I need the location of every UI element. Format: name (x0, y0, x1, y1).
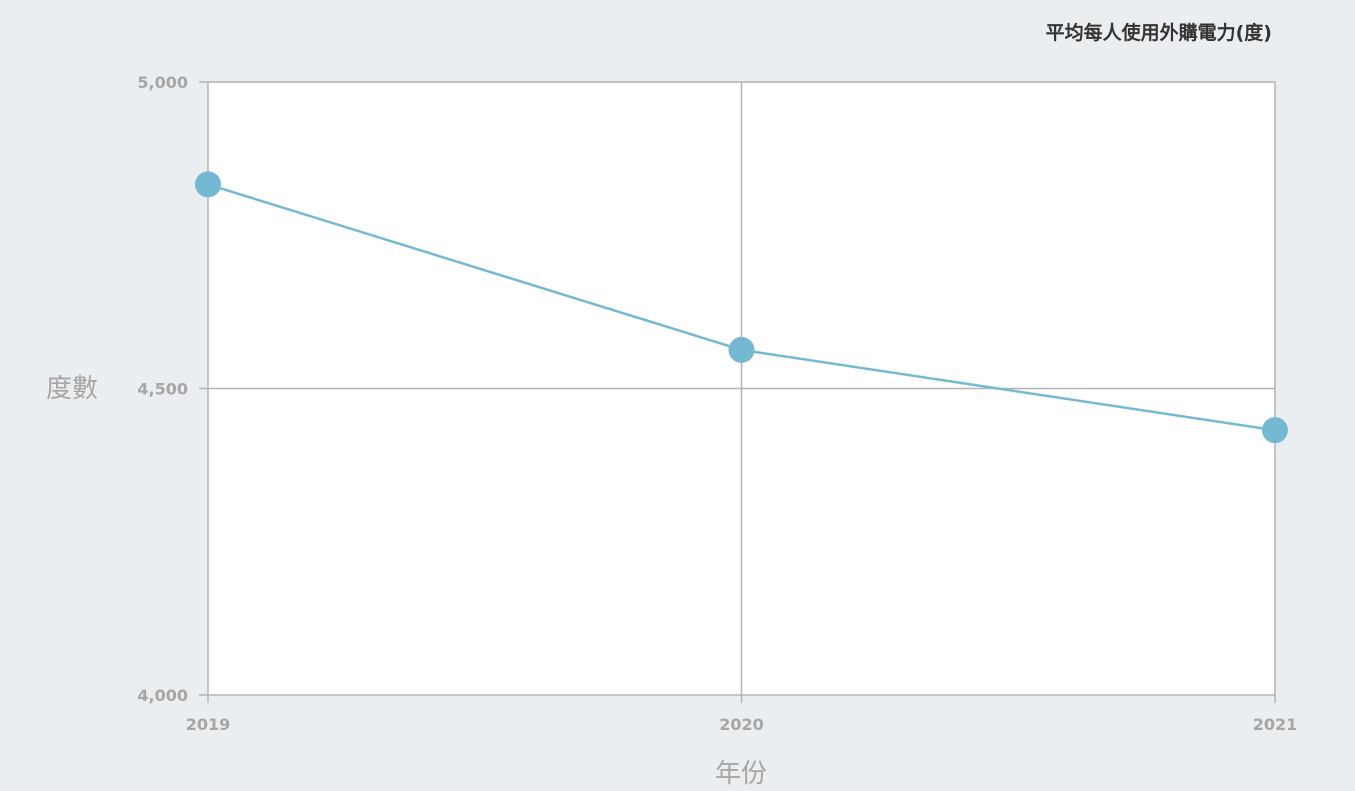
y-tick-label-0: 4,000 (137, 686, 188, 705)
x-tick-labels: 2019 2020 2021 (186, 695, 1298, 734)
y-tick-label-2: 5,000 (137, 73, 188, 92)
y-tick-labels: 4,000 4,500 5,000 (137, 73, 208, 705)
x-tick-label-0: 2019 (186, 715, 231, 734)
grid-lines (208, 82, 1275, 695)
series-group (195, 171, 1288, 444)
data-point-2021 (1262, 417, 1288, 444)
legend-label: 平均每人使用外購電力(度) (1046, 21, 1272, 44)
x-axis-label: 年份 (715, 759, 767, 789)
data-point-2020 (728, 336, 755, 363)
x-tick-label-1: 2020 (719, 715, 764, 734)
data-point-2019 (195, 171, 221, 198)
y-axis-label: 度數 (46, 374, 98, 404)
y-tick-label-1: 4,500 (137, 380, 188, 399)
x-tick-label-2: 2021 (1253, 715, 1298, 734)
